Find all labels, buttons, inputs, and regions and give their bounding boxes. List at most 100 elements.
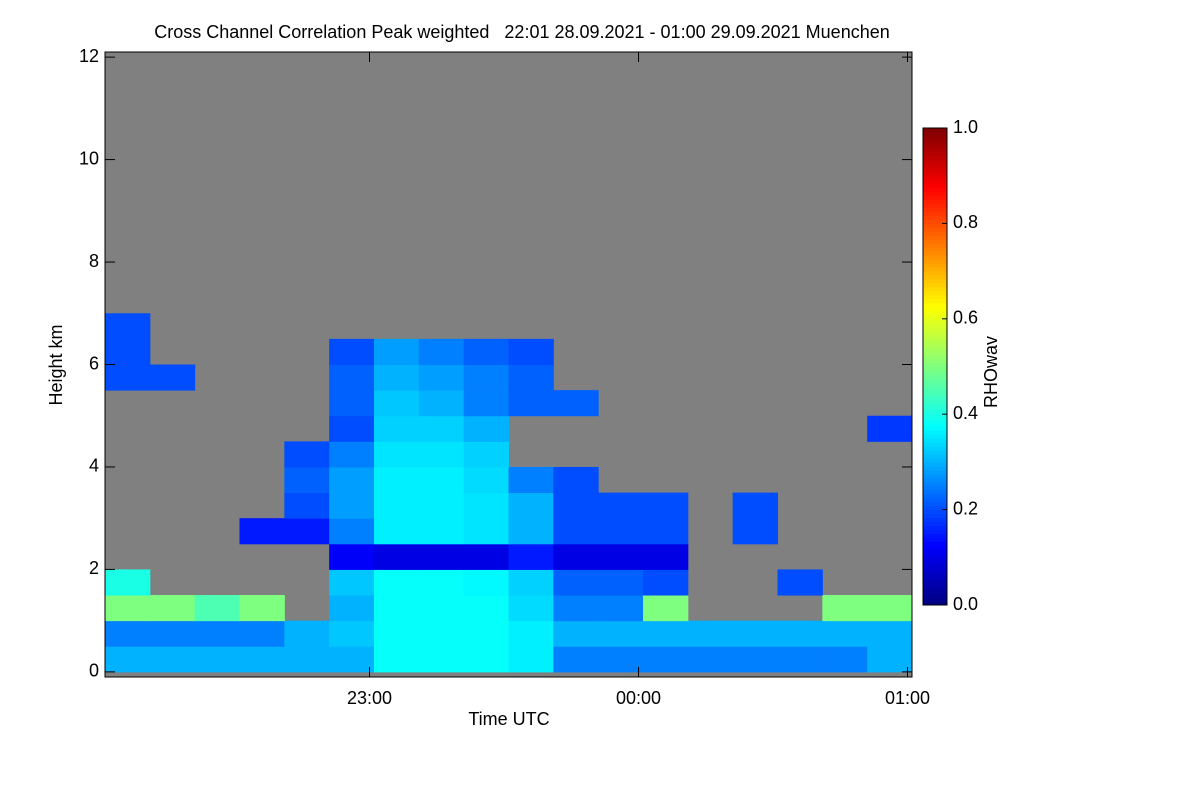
heatmap-cell (105, 364, 151, 391)
heatmap-cell (598, 492, 644, 519)
heatmap-cell (374, 492, 420, 519)
colorbar-segment (923, 382, 947, 387)
heatmap-cell (553, 390, 599, 417)
heatmap-cell (598, 518, 644, 545)
colorbar-segment (923, 279, 947, 284)
colorbar-segment (923, 251, 947, 256)
chart-title: Cross Channel Correlation Peak weighted … (154, 22, 890, 42)
colorbar-segment (923, 139, 947, 145)
colorbar-segment (923, 465, 947, 471)
heatmap-cell (374, 338, 420, 365)
colorbar-segment (923, 179, 947, 185)
heatmap-cell (508, 338, 554, 365)
heatmap-cell (149, 646, 196, 673)
heatmap-cell (194, 620, 240, 647)
heatmap-cell (418, 518, 465, 545)
colorbar-tick-label: 0.0 (953, 594, 978, 614)
colorbar-segment (923, 290, 947, 296)
heatmap-cell (553, 646, 599, 673)
heatmap-cell (777, 646, 823, 673)
colorbar-segment (923, 227, 947, 232)
heatmap-cell (867, 415, 913, 442)
y-tick-label: 12 (79, 46, 99, 66)
heatmap-cell (284, 646, 330, 673)
colorbar-segment (923, 143, 947, 149)
colorbar-segment (923, 350, 947, 356)
colorbar-segment (923, 219, 947, 224)
colorbar-segment (923, 446, 947, 451)
heatmap-cell (374, 569, 420, 596)
heatmap-cell (553, 620, 599, 647)
heatmap-cell (284, 620, 330, 647)
heatmap-cell (418, 569, 465, 596)
colorbar-segment (923, 505, 947, 511)
heatmap-cell (463, 646, 509, 673)
colorbar-segment (923, 533, 947, 538)
heatmap-cell (463, 620, 509, 647)
heatmap-cell (508, 595, 554, 622)
colorbar-segment (923, 577, 947, 582)
colorbar-segment (923, 378, 947, 383)
heatmap-cell (508, 390, 554, 417)
heatmap-cell (463, 518, 509, 545)
heatmap-cell (463, 492, 509, 519)
colorbar-segment (923, 529, 947, 534)
colorbar-label: RHOwav (981, 336, 1001, 408)
colorbar-segment (923, 557, 947, 562)
heatmap-cell (329, 569, 375, 596)
heatmap-cell (508, 466, 554, 494)
heatmap-cell (598, 646, 644, 673)
heatmap-cell (329, 466, 375, 494)
colorbar-segment (923, 195, 947, 201)
heatmap-cell (867, 595, 913, 622)
colorbar-segment (923, 517, 947, 523)
colorbar-segment (923, 477, 947, 483)
colorbar-segment (923, 247, 947, 252)
heatmap-cell (284, 492, 330, 519)
heatmap-cell (329, 364, 375, 391)
colorbar-segment (923, 167, 947, 173)
heatmap-cell (329, 390, 375, 417)
colorbar-segment (923, 239, 947, 244)
colorbar-segment (923, 589, 947, 594)
heatmap-cell (418, 543, 465, 570)
y-axis-label: Height km (46, 324, 66, 405)
heatmap-cell (418, 595, 465, 622)
heatmap-cell (418, 415, 465, 442)
heatmap-cell (329, 338, 375, 365)
heatmap-cell (553, 492, 599, 519)
heatmap-cell (329, 646, 375, 673)
colorbar-segment (923, 434, 947, 439)
colorbar-segment (923, 318, 947, 324)
heatmap-cell (418, 492, 465, 519)
colorbar-segment (923, 398, 947, 403)
colorbar-segment (923, 461, 947, 467)
x-tick-label: 23:00 (347, 688, 392, 708)
colorbar-segment (923, 418, 947, 423)
heatmap-cell (329, 492, 375, 519)
colorbar-segment (923, 346, 947, 352)
heatmap-cell (553, 595, 599, 622)
colorbar-segment (923, 573, 947, 578)
heatmap-cell (463, 543, 509, 570)
heatmap-cell (553, 543, 599, 570)
colorbar-segment (923, 223, 947, 228)
colorbar-segment (923, 287, 947, 292)
heatmap-cell (553, 466, 599, 494)
x-tick-label: 01:00 (885, 688, 930, 708)
heatmap-cell (822, 646, 868, 673)
heatmap-cell (374, 415, 420, 442)
heatmap-cell (418, 646, 465, 673)
colorbar-segment (923, 374, 947, 379)
colorbar-segment (923, 414, 947, 419)
heatmap-cell (463, 415, 509, 442)
colorbar-segment (923, 366, 947, 371)
colorbar-segment (923, 283, 947, 288)
colorbar-segment (923, 593, 947, 598)
colorbar-segment (923, 163, 947, 169)
heatmap-cell (687, 646, 734, 673)
heatmap-cell (105, 646, 151, 673)
heatmap-cell (329, 415, 375, 442)
heatmap-cell (732, 492, 778, 519)
colorbar-segment (923, 481, 947, 487)
